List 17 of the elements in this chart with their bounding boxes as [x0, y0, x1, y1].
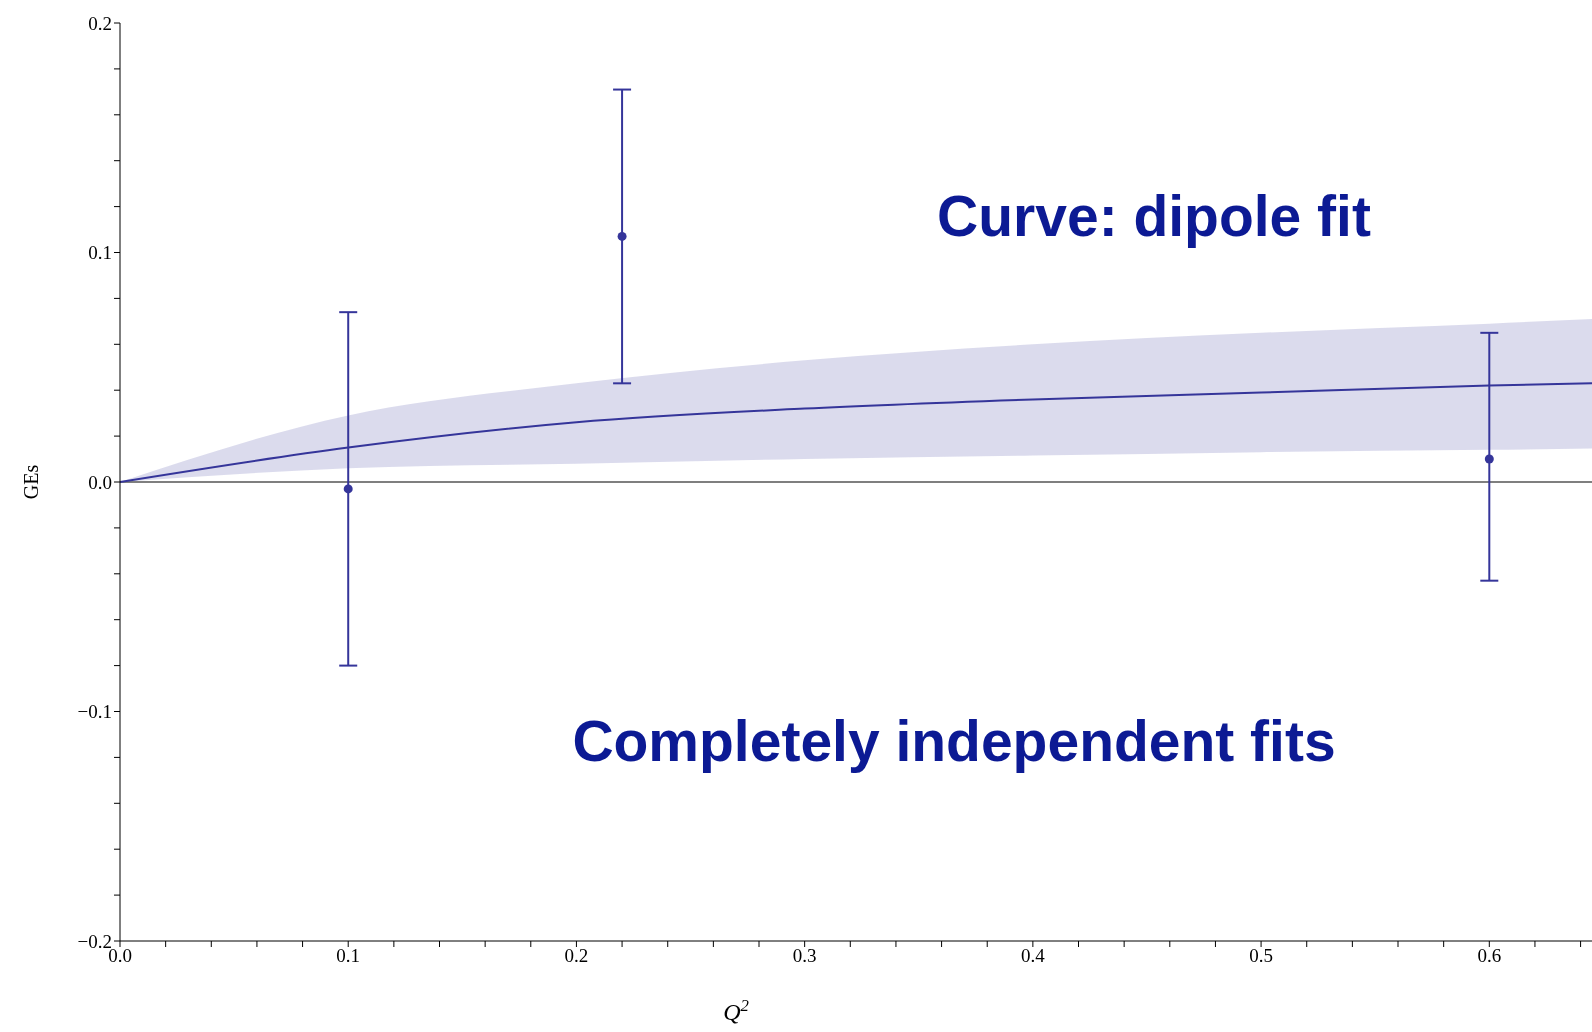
point [1484, 454, 1494, 464]
y-tick-label: 0.1 [88, 242, 112, 264]
point [343, 484, 353, 494]
annotation: Completely independent fits [572, 709, 1336, 774]
x-tick-label: 0.1 [336, 945, 361, 967]
x-tick-label: 0.6 [1477, 945, 1502, 967]
y-tick-label: −0.1 [77, 701, 112, 723]
y-tick-label: 0.0 [88, 471, 112, 493]
y-tick-label: 0.2 [88, 12, 112, 34]
annotation: Curve: dipole fit [937, 184, 1371, 249]
x-tick-label: 0.2 [564, 945, 589, 967]
y-axis-title: GEs [20, 464, 42, 500]
point [617, 231, 627, 241]
x-tick-label: 0.3 [792, 945, 817, 967]
x-tick-label: 0.4 [1020, 945, 1046, 967]
x-axis-title: Q$^{2}$ [723, 995, 750, 1025]
x-tick-label: 0.5 [1249, 945, 1273, 967]
